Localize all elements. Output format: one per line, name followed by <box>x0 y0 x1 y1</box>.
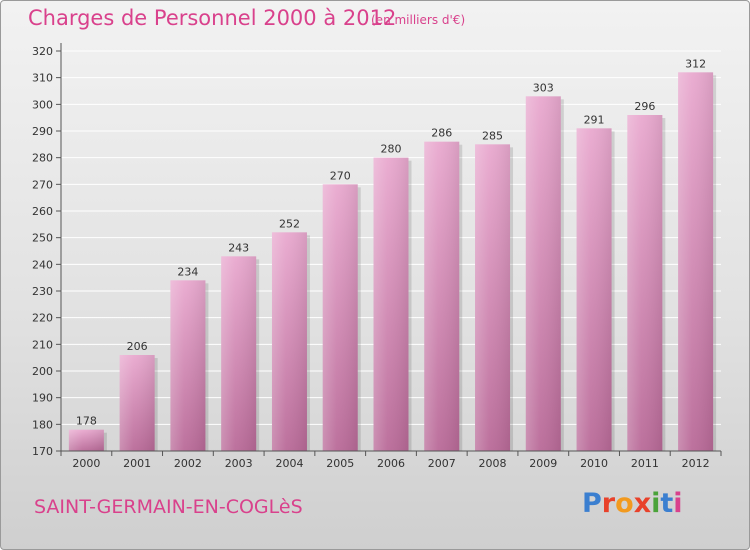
axes: 170 180 190 200 210 220 230 240 250 260 270 280 290 3… <box>32 43 722 470</box>
chart-subtitle: (en milliers d'€) <box>371 13 466 27</box>
x-tick-label: 2011 <box>631 457 659 470</box>
logo-letter: x <box>633 488 652 519</box>
proxiti-logo: Proxiti <box>582 488 683 519</box>
bar-highlight <box>373 157 409 451</box>
x-tick-label: 2008 <box>479 457 507 470</box>
x-tick-label: 2012 <box>682 457 710 470</box>
data-label: 206 <box>127 340 148 353</box>
x-tick-label: 2000 <box>72 457 100 470</box>
y-tick-label: 220 <box>32 312 53 325</box>
data-label: 303 <box>533 81 554 94</box>
y-tick-label: 240 <box>32 258 53 271</box>
logo-letter: o <box>615 488 634 519</box>
bar-highlight <box>576 128 612 451</box>
bar-highlight <box>475 144 511 452</box>
x-tick-label: 2009 <box>529 457 557 470</box>
x-tick-label: 2010 <box>580 457 608 470</box>
data-label: 296 <box>634 100 655 113</box>
data-label: 243 <box>228 241 249 254</box>
x-tick-label: 2007 <box>428 457 456 470</box>
data-label: 178 <box>76 415 97 428</box>
logo-letter: P <box>582 488 602 519</box>
data-label: 312 <box>685 57 706 70</box>
y-tick-label: 310 <box>32 72 53 85</box>
y-tick-label: 280 <box>32 152 53 165</box>
logo-letter: r <box>601 488 616 519</box>
y-tick-label: 190 <box>32 392 53 405</box>
data-label: 286 <box>431 127 452 140</box>
data-label: 252 <box>279 217 300 230</box>
y-tick-label: 250 <box>32 232 53 245</box>
y-tick-label: 270 <box>32 178 53 191</box>
bars: 178 206 234 243 252 270 280 286 285 303 291 296 312 <box>68 57 717 452</box>
logo-letter: t <box>660 488 674 519</box>
y-tick-label: 230 <box>32 285 53 298</box>
bar-highlight <box>170 280 206 451</box>
data-label: 291 <box>584 113 605 126</box>
bar-highlight <box>678 72 714 451</box>
bar-highlight <box>322 184 358 452</box>
x-tick-label: 2006 <box>377 457 405 470</box>
y-tick-label: 290 <box>32 125 53 138</box>
location-name: SAINT-GERMAIN-EN-COGLèS <box>34 496 303 518</box>
logo-letter: i <box>673 488 683 519</box>
bar-highlight <box>221 256 257 451</box>
y-tick-label: 180 <box>32 418 53 431</box>
x-tick-label: 2003 <box>225 457 253 470</box>
y-tick-label: 200 <box>32 365 53 378</box>
bar-highlight <box>119 355 155 451</box>
bar-highlight <box>68 429 104 451</box>
bar-highlight <box>424 141 460 451</box>
x-tick-label: 2002 <box>174 457 202 470</box>
data-label: 280 <box>381 143 402 156</box>
y-tick-label: 260 <box>32 205 53 218</box>
data-label: 285 <box>482 129 503 142</box>
chart-title: Charges de Personnel 2000 à 2012 <box>28 6 397 30</box>
data-label: 270 <box>330 169 351 182</box>
y-tick-label: 170 <box>32 445 53 458</box>
bar-highlight <box>271 232 307 451</box>
logo-letter: i <box>651 488 661 519</box>
x-tick-label: 2004 <box>275 457 303 470</box>
data-label: 234 <box>177 265 198 278</box>
y-tick-label: 320 <box>32 45 53 58</box>
y-tick-label: 210 <box>32 338 53 351</box>
y-tick-label: 300 <box>32 98 53 111</box>
bar-highlight <box>627 115 663 451</box>
bar-highlight <box>525 96 561 451</box>
x-tick-label: 2001 <box>123 457 151 470</box>
x-tick-label: 2005 <box>326 457 354 470</box>
